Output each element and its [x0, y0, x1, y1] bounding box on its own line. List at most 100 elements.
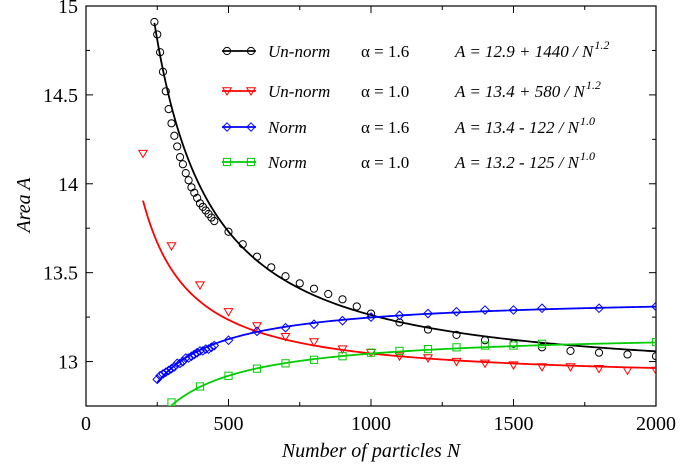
series-0	[150, 17, 656, 361]
data-point	[194, 281, 206, 291]
data-point	[164, 105, 173, 114]
data-point	[137, 149, 149, 159]
data-point	[309, 319, 319, 330]
data-point	[186, 351, 197, 362]
legend-entry: Norm α = 1.0 A = 13.2 - 125 / N 1.0	[222, 149, 595, 172]
data-point	[337, 345, 348, 355]
data-point	[178, 160, 187, 169]
data-point	[280, 332, 291, 342]
data-point	[170, 131, 179, 140]
legend-marker	[246, 46, 256, 56]
data-point	[452, 330, 461, 339]
data-point	[156, 48, 165, 57]
legend-entry: Norm α = 1.6 A = 13.4 - 122 / N 1.0	[222, 114, 595, 137]
data-point	[593, 364, 605, 374]
data-point	[155, 370, 166, 381]
data-point	[158, 67, 168, 76]
legend-marker	[246, 122, 256, 132]
x-tick-label: 1000	[351, 413, 391, 435]
y-tick-label: 14	[58, 174, 78, 196]
data-point	[451, 306, 462, 317]
series-1	[137, 149, 656, 376]
data-point	[223, 335, 234, 346]
data-point	[150, 17, 159, 27]
x-tick-label: 1500	[494, 413, 534, 435]
data-point	[206, 342, 217, 353]
data-point	[252, 364, 262, 373]
legend-entry: Un-norm α = 1.6 A = 12.9 + 1440 / N 1.2	[222, 38, 609, 61]
x-tick-label: 500	[214, 413, 244, 435]
data-point	[181, 169, 190, 178]
legend-name: Un-norm	[268, 82, 330, 101]
data-point	[195, 345, 205, 356]
data-point	[223, 308, 234, 317]
legend-marker	[222, 157, 232, 167]
legend-alpha: α = 1.0	[361, 153, 409, 172]
legend-marker	[221, 87, 233, 96]
legend: Un-norm α = 1.6 A = 12.9 + 1440 / N 1.2Un-n…	[221, 38, 609, 172]
data-point	[189, 349, 200, 360]
data-point	[195, 382, 205, 391]
data-point	[281, 359, 290, 368]
data-point	[394, 310, 405, 321]
data-point	[566, 346, 575, 355]
data-point	[308, 338, 320, 347]
data-point	[423, 345, 433, 354]
data-point	[172, 358, 183, 369]
y-tick-label: 13	[58, 352, 78, 374]
data-point	[200, 344, 211, 355]
data-point	[183, 353, 194, 363]
data-point	[251, 322, 263, 331]
legend-name: Norm	[267, 153, 307, 172]
legend-formula: A = 13.2 - 125 / N	[454, 153, 581, 172]
data-point	[280, 322, 291, 333]
series-3	[167, 337, 656, 406]
legend-alpha: α = 1.6	[361, 42, 409, 61]
data-point	[166, 242, 177, 251]
data-point	[651, 301, 656, 312]
data-point	[152, 374, 163, 385]
data-point	[508, 361, 519, 371]
data-point	[536, 363, 548, 372]
data-point	[352, 302, 361, 311]
data-point	[337, 315, 348, 326]
data-point	[452, 343, 461, 352]
data-point	[161, 87, 170, 96]
data-point	[163, 365, 174, 376]
legend-formula-exponent: 1.0	[580, 149, 595, 163]
data-point	[338, 352, 347, 361]
data-point	[480, 341, 490, 350]
data-point	[224, 371, 233, 380]
data-point	[166, 363, 177, 374]
data-point	[479, 359, 491, 369]
data-point	[224, 227, 233, 236]
data-point	[281, 272, 290, 281]
data-point	[623, 350, 632, 359]
data-point	[180, 353, 191, 363]
y-tick-label: 14.5	[43, 85, 78, 107]
data-point	[422, 354, 434, 363]
data-point	[594, 303, 604, 314]
data-point	[175, 358, 185, 369]
data-point	[508, 305, 519, 315]
legend-formula-exponent: 1.0	[580, 114, 595, 128]
data-point	[366, 348, 376, 357]
data-point	[651, 352, 656, 361]
legend-formula: A = 12.9 + 1440 / N	[454, 42, 595, 61]
data-point	[309, 355, 319, 364]
data-point	[252, 326, 262, 337]
y-tick-label: 13.5	[43, 263, 78, 285]
data-point	[267, 263, 276, 272]
data-point	[651, 337, 656, 347]
data-point	[366, 312, 376, 323]
data-point	[210, 217, 219, 226]
data-point	[423, 308, 433, 319]
legend-alpha: α = 1.6	[361, 118, 409, 137]
series-2	[152, 301, 656, 385]
legend-marker	[222, 46, 232, 56]
fit-curve	[153, 22, 656, 353]
data-point	[192, 347, 203, 358]
data-point	[480, 336, 490, 345]
data-point	[167, 119, 176, 128]
axis-ticks: 0 500 1000 1500 2000 13 13.5 14 14.5 15	[43, 0, 676, 435]
